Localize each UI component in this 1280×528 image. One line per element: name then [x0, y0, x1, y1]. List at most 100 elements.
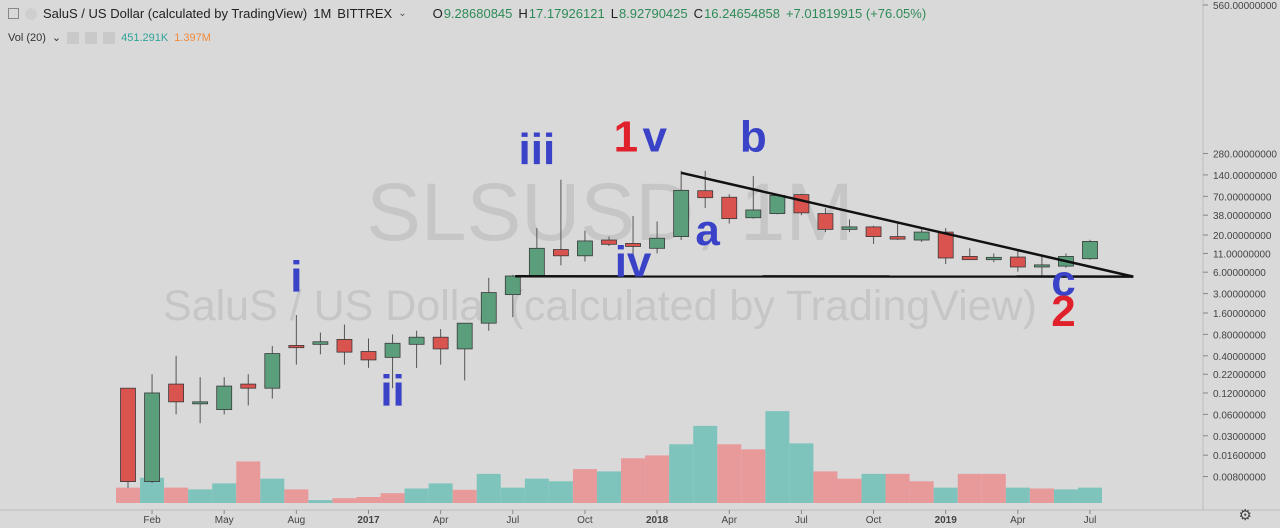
time-tick-label: 2017	[357, 515, 380, 526]
wave-label: b	[740, 112, 767, 161]
candle-body	[456, 322, 473, 350]
candle-body	[168, 383, 185, 403]
candle-body	[961, 256, 978, 261]
volume-value-2: 1.397M	[174, 31, 211, 44]
time-tick-label: Apr	[433, 515, 449, 526]
price-tick-label: 6.00000000	[1213, 268, 1266, 279]
price-tick-label: 0.40000000	[1213, 352, 1266, 363]
symbol-title[interactable]: SaluS / US Dollar (calculated by Trading…	[43, 6, 308, 21]
candle-body	[480, 292, 497, 324]
price-tick-label: 1.60000000	[1213, 309, 1266, 320]
chevron-down-icon[interactable]: ⌄	[51, 32, 62, 44]
wave-label: v	[642, 112, 667, 161]
candle-body	[889, 236, 906, 240]
volume-bar	[813, 471, 838, 503]
close-value: 16.24654858	[704, 6, 780, 21]
time-tick-label: Oct	[866, 515, 882, 526]
price-tick-label: 0.80000000	[1213, 330, 1266, 341]
price-tick-label: 0.06000000	[1213, 410, 1266, 421]
candle-body	[120, 387, 136, 482]
volume-bar	[284, 489, 309, 503]
candle-body	[841, 226, 858, 230]
close-icon[interactable]	[103, 31, 116, 44]
candle-body	[577, 240, 593, 257]
symbol-legend: SaluS / US Dollar (calculated by Trading…	[8, 6, 926, 21]
volume-bar	[452, 489, 477, 503]
volume-label[interactable]: Vol (20)	[8, 31, 46, 44]
price-tick-label: 38.00000000	[1213, 211, 1272, 222]
volume-bar	[188, 489, 213, 503]
volume-bar	[1029, 488, 1054, 503]
collapse-legend-icon[interactable]	[8, 8, 19, 19]
volume-bar	[981, 473, 1006, 503]
chevron-down-icon[interactable]: ⌄	[398, 8, 407, 19]
volume-bar	[741, 449, 766, 503]
interval-label: 1M	[313, 6, 332, 21]
volume-bar	[572, 469, 597, 503]
candle-body	[865, 226, 882, 237]
volume-bar	[645, 455, 670, 503]
wave-label: c	[1051, 257, 1075, 306]
candle-body	[601, 239, 617, 245]
price-tick-label: 0.00800000	[1213, 473, 1266, 484]
price-tick-label: 3.00000000	[1213, 290, 1266, 301]
trendline-upper-resistance	[680, 171, 1134, 278]
candle-body	[913, 231, 930, 241]
watermark-description: SaluS / US Dollar (calculated by Trading…	[163, 282, 1037, 330]
time-tick-label: 2019	[935, 515, 958, 526]
volume-bar	[597, 471, 621, 503]
candle-body	[528, 247, 545, 277]
volume-bar	[1053, 489, 1078, 503]
volume-bar	[837, 478, 862, 503]
gear-icon[interactable]: ⚙	[1238, 507, 1252, 524]
candle-body	[985, 256, 1002, 261]
candle-body	[649, 237, 665, 249]
exchange-label: BITTREX	[337, 6, 393, 21]
time-axis[interactable]: Feb May Aug 2017 Apr Jul Oct 2018 Apr Jul Oct 2019 A…	[143, 510, 1096, 526]
wave-label: a	[695, 206, 720, 255]
volume-bar	[164, 487, 189, 503]
candle-body	[504, 275, 521, 296]
wave-label: 1	[614, 112, 638, 161]
settings-icon[interactable]	[85, 31, 98, 44]
candle-body	[1082, 241, 1098, 260]
candle-body	[408, 336, 425, 345]
price-tick-label: 280.00000000	[1213, 150, 1277, 161]
volume-bar	[1078, 487, 1102, 503]
trendline-drawings[interactable]	[515, 171, 1134, 278]
candle-body	[144, 392, 160, 482]
candle-body	[817, 213, 834, 230]
open-label: O	[432, 6, 443, 21]
time-tick-label: Feb	[143, 515, 161, 526]
volume-legend: Vol (20) ⌄ 451.291K 1.397M	[8, 31, 211, 44]
candle-body	[673, 189, 690, 237]
candle-body	[553, 249, 569, 257]
candle-body	[336, 339, 353, 353]
time-tick-label: Apr	[721, 515, 737, 526]
volume-bar	[933, 487, 958, 503]
price-axis[interactable]: 560.00000000 280.00000000 140.00000000 70.0…	[1203, 1, 1277, 484]
candle-body	[769, 195, 786, 215]
volume-bar	[957, 473, 982, 503]
eye-icon[interactable]	[67, 31, 80, 44]
volume-value-1: 451.291K	[121, 31, 169, 44]
candle-body	[264, 353, 281, 389]
time-tick-label: Jul	[795, 515, 808, 526]
volume-bar	[765, 411, 790, 503]
volume-bar	[524, 478, 549, 503]
low-value: 8.92790425	[618, 6, 688, 21]
volume-bar	[548, 481, 573, 503]
time-tick-label: Jul	[1084, 515, 1097, 526]
volume-bar	[356, 497, 381, 503]
candle-body	[937, 231, 954, 259]
open-value: 9.28680845	[443, 6, 513, 21]
volume-bar	[861, 473, 886, 503]
volume-bar	[885, 473, 910, 503]
candle-body	[192, 401, 209, 405]
time-tick-label: Apr	[1010, 515, 1026, 526]
candle-body	[793, 194, 810, 214]
candle-body	[432, 336, 449, 350]
time-tick-label: Jul	[506, 515, 519, 526]
